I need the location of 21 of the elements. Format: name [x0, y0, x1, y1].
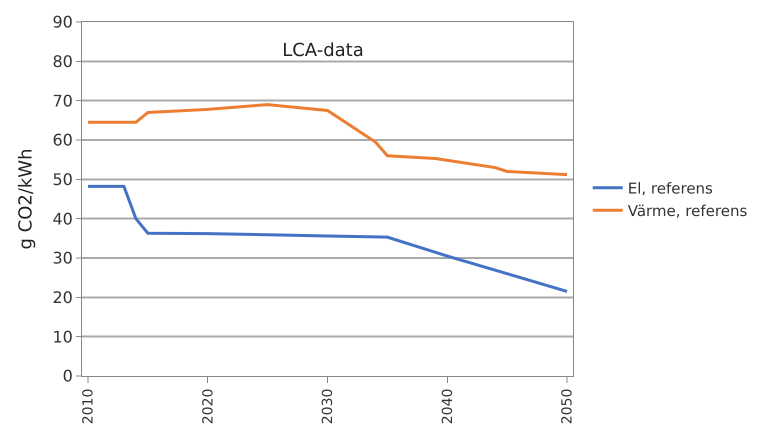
y-tick-label: 70: [52, 91, 73, 110]
x-tick-label: 2010: [80, 388, 97, 424]
y-tick-label: 20: [52, 288, 73, 307]
y-tick-label: 30: [52, 248, 73, 268]
y-tick-label: 50: [52, 170, 73, 189]
y-tick-label: 80: [52, 52, 73, 71]
x-tick-label: 2020: [200, 388, 216, 424]
line-series: [86, 103, 569, 176]
legend-label: Värme, referens: [628, 202, 748, 220]
x-tick-label: 2030: [320, 388, 336, 424]
y-tick-label: 40: [52, 209, 73, 228]
legend-label: El, referens: [628, 180, 714, 198]
x-tick-label: 2040: [440, 388, 456, 424]
line-series: [86, 184, 569, 293]
y-tick-label: 90: [52, 12, 73, 32]
y-axis-title: g CO2/kWh: [16, 148, 37, 250]
x-tick-label: 2050: [560, 388, 576, 424]
text: LCA-data: [282, 40, 364, 62]
y-tick-label: 0: [62, 366, 73, 386]
y-tick-label: 60: [52, 130, 73, 150]
y-tick-label: 10: [52, 327, 73, 346]
